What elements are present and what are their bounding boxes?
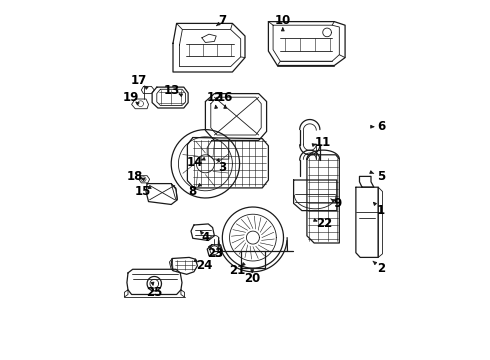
Text: 21: 21: [229, 264, 245, 277]
Text: 1: 1: [377, 204, 385, 217]
Text: 24: 24: [196, 259, 213, 272]
Text: 4: 4: [201, 231, 210, 244]
Text: 18: 18: [127, 170, 144, 183]
Text: 14: 14: [186, 156, 203, 169]
Text: 17: 17: [131, 75, 147, 87]
Text: 22: 22: [316, 217, 332, 230]
Text: 19: 19: [122, 91, 139, 104]
Text: 23: 23: [207, 247, 223, 260]
Text: 7: 7: [219, 14, 227, 27]
Text: 5: 5: [377, 170, 385, 183]
Text: 15: 15: [134, 185, 150, 198]
Text: 12: 12: [206, 91, 222, 104]
Text: 10: 10: [275, 14, 291, 27]
Text: 6: 6: [377, 120, 385, 133]
Text: 25: 25: [146, 286, 163, 299]
Text: 16: 16: [217, 91, 233, 104]
Text: 2: 2: [377, 262, 385, 275]
Text: 9: 9: [333, 197, 342, 210]
Text: 20: 20: [244, 273, 260, 285]
Text: 8: 8: [189, 185, 197, 198]
Text: 13: 13: [164, 84, 180, 97]
Text: 3: 3: [219, 161, 227, 174]
Text: 11: 11: [315, 136, 331, 149]
